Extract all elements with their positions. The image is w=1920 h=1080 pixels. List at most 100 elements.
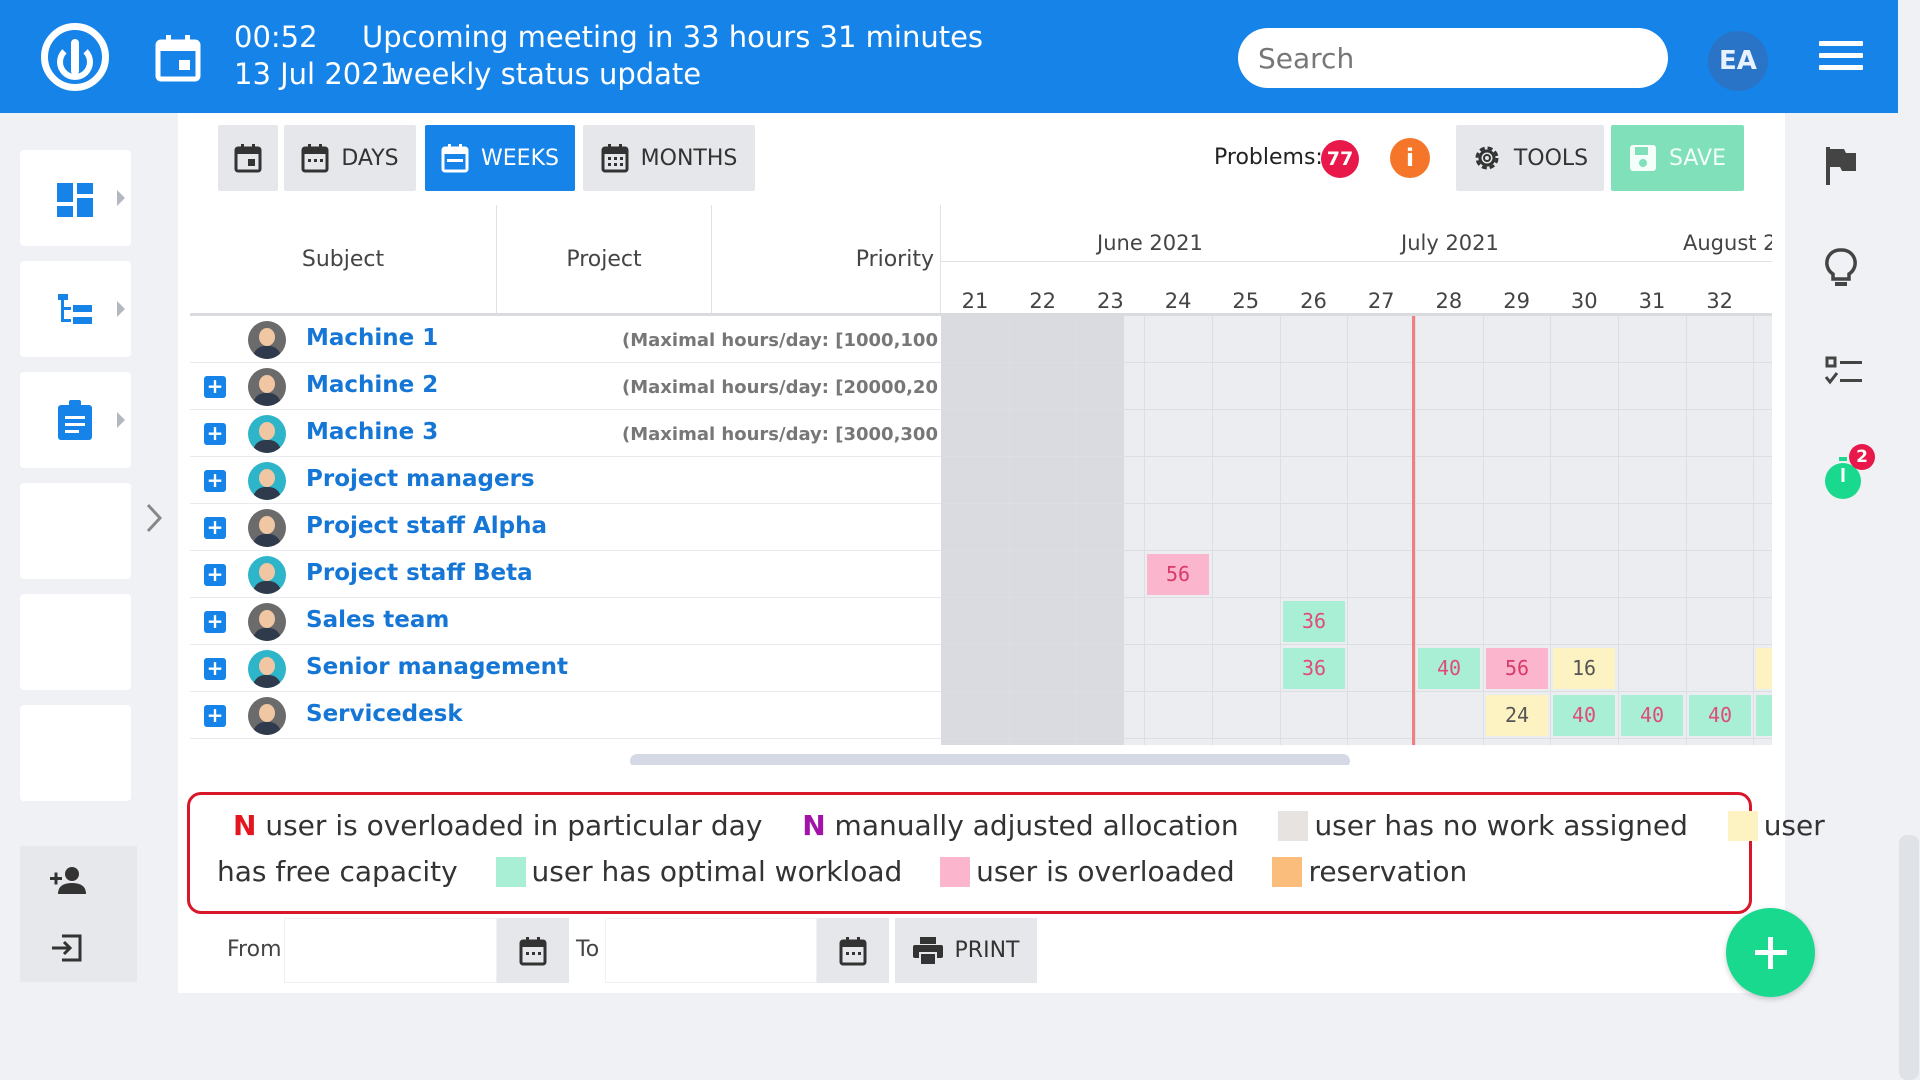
row-name[interactable]: Project managers bbox=[306, 466, 535, 492]
column-header-priority[interactable]: Priority bbox=[712, 205, 941, 313]
sidebar-item-empty-3[interactable] bbox=[20, 705, 131, 801]
week-label: 27 bbox=[1367, 289, 1395, 313]
expand-row-icon[interactable]: + bbox=[204, 564, 226, 586]
allocation-cell[interactable]: 56 bbox=[1486, 648, 1548, 689]
add-user-icon[interactable] bbox=[50, 866, 86, 894]
sidebar-item-tree[interactable] bbox=[20, 261, 131, 357]
row-name[interactable]: Machine 1 bbox=[306, 325, 439, 351]
allocation-cell[interactable]: 36 bbox=[1283, 648, 1345, 689]
allocation-cell[interactable]: 36 bbox=[1283, 601, 1345, 642]
app-logo-icon[interactable] bbox=[41, 23, 109, 91]
search-input[interactable] bbox=[1238, 28, 1668, 88]
horizontal-scrollbar[interactable] bbox=[630, 754, 1350, 765]
row-name[interactable]: Project staff Alpha bbox=[306, 513, 548, 539]
sidebar-item-empty-2[interactable] bbox=[20, 594, 131, 690]
hamburger-menu-icon[interactable] bbox=[1819, 41, 1863, 77]
weeks-view-button[interactable]: WEEKS bbox=[425, 125, 575, 191]
months-view-button[interactable]: MONTHS bbox=[583, 125, 755, 191]
row-note: (Maximal hours/day: [20000,20000,20000,2… bbox=[622, 377, 938, 398]
meeting-line-2[interactable]: 13 Jul 2021weekly status update bbox=[234, 57, 701, 91]
page-scrollbar-thumb[interactable] bbox=[1899, 835, 1919, 1080]
table-row[interactable]: + Project staff Alpha bbox=[190, 504, 941, 551]
expand-sidebar-chevron-icon[interactable] bbox=[144, 502, 164, 534]
row-gridline bbox=[941, 738, 1772, 739]
allocation-cell[interactable]: 16 bbox=[1553, 648, 1615, 689]
row-avatar bbox=[248, 321, 286, 359]
workload-grid: Subject Project Priority June 2021 July … bbox=[190, 205, 1772, 765]
stopwatch-icon[interactable] bbox=[1824, 456, 1864, 500]
to-date-input[interactable] bbox=[605, 918, 817, 983]
save-button[interactable]: SAVE bbox=[1611, 125, 1744, 191]
user-avatar[interactable]: EA bbox=[1708, 31, 1768, 91]
row-name[interactable]: Project staff Beta bbox=[306, 560, 533, 586]
expand-row-icon[interactable]: + bbox=[204, 470, 226, 492]
table-row[interactable]: + Sales team bbox=[190, 598, 941, 645]
flag-icon[interactable] bbox=[1824, 145, 1858, 185]
chevron-right-icon bbox=[117, 301, 125, 317]
expand-row-icon[interactable]: + bbox=[204, 658, 226, 680]
timer-notification-badge[interactable]: 2 bbox=[1849, 444, 1875, 470]
calendar-icon[interactable] bbox=[155, 34, 201, 82]
days-view-button[interactable]: DAYS bbox=[284, 125, 416, 191]
legend-line-1: N user is overloaded in particular day N… bbox=[233, 809, 1825, 842]
row-name[interactable]: Servicedesk bbox=[306, 701, 463, 727]
add-fab-button[interactable] bbox=[1726, 908, 1815, 997]
row-avatar bbox=[248, 556, 286, 594]
from-date-input[interactable] bbox=[284, 918, 497, 983]
allocation-cell[interactable]: 24 bbox=[1486, 695, 1548, 736]
week-gridline bbox=[1076, 316, 1077, 745]
row-name[interactable]: Sales team bbox=[306, 607, 450, 633]
row-name[interactable]: Senior management bbox=[306, 654, 568, 680]
calendar-month-icon bbox=[601, 144, 629, 173]
week-label: 28 bbox=[1435, 289, 1463, 313]
table-row[interactable]: + Project staff Beta bbox=[190, 551, 941, 598]
table-row[interactable]: + Machine 2 (Maximal hours/day: [20000,200… bbox=[190, 363, 941, 410]
gear-icon bbox=[1475, 146, 1499, 170]
months-label: MONTHS bbox=[640, 145, 738, 171]
row-name[interactable]: Machine 3 bbox=[306, 419, 439, 445]
print-button[interactable]: PRINT bbox=[895, 918, 1037, 983]
hierarchy-icon bbox=[58, 294, 92, 324]
table-row[interactable]: + Senior management bbox=[190, 645, 941, 692]
problems-label: Problems: bbox=[1214, 145, 1323, 170]
allocation-cell[interactable]: 4 bbox=[1756, 695, 1772, 736]
allocation-cell[interactable]: 40 bbox=[1553, 695, 1615, 736]
sidebar-item-dashboard[interactable] bbox=[20, 150, 131, 246]
lightbulb-icon[interactable] bbox=[1824, 247, 1858, 291]
row-name[interactable]: Machine 2 bbox=[306, 372, 439, 398]
table-row[interactable]: + Servicedesk bbox=[190, 692, 941, 739]
allocation-cell[interactable]: 2 bbox=[1756, 648, 1772, 689]
dashboard-icon bbox=[57, 183, 93, 217]
column-header-project[interactable]: Project bbox=[497, 205, 712, 313]
allocation-cell[interactable]: 40 bbox=[1621, 695, 1683, 736]
info-icon[interactable]: i bbox=[1390, 138, 1430, 178]
problems-count-badge[interactable]: 77 bbox=[1321, 140, 1359, 178]
page-scrollbar[interactable] bbox=[1898, 0, 1920, 1080]
tools-button[interactable]: TOOLS bbox=[1456, 125, 1604, 191]
legend: N user is overloaded in particular day N… bbox=[187, 792, 1825, 914]
sidebar-item-empty-1[interactable] bbox=[20, 483, 131, 579]
table-row[interactable]: + Machine 3 (Maximal hours/day: [3000,3000… bbox=[190, 410, 941, 457]
to-date-picker-button[interactable] bbox=[817, 918, 889, 983]
allocation-cell[interactable]: 40 bbox=[1689, 695, 1751, 736]
expand-row-icon[interactable]: + bbox=[204, 705, 226, 727]
expand-row-icon[interactable]: + bbox=[204, 517, 226, 539]
allocation-cell[interactable]: 56 bbox=[1147, 554, 1209, 595]
table-row[interactable]: + Project managers bbox=[190, 457, 941, 504]
expand-row-icon[interactable]: + bbox=[204, 376, 226, 398]
sidebar-item-tasks[interactable] bbox=[20, 372, 131, 468]
week-label: 21 bbox=[961, 289, 989, 313]
column-header-subject[interactable]: Subject bbox=[190, 205, 497, 313]
from-date-picker-button[interactable] bbox=[497, 918, 569, 983]
table-row[interactable]: Machine 1 (Maximal hours/day: [1000,1000,… bbox=[190, 316, 941, 363]
row-gridline bbox=[941, 456, 1772, 457]
login-icon[interactable] bbox=[52, 934, 82, 962]
expand-row-icon[interactable]: + bbox=[204, 611, 226, 633]
checklist-icon[interactable] bbox=[1824, 355, 1864, 389]
meeting-line-1[interactable]: 00:52 Upcoming meeting in 33 hours 31 min… bbox=[234, 20, 983, 54]
chevron-right-icon bbox=[117, 412, 125, 428]
allocation-cell[interactable]: 40 bbox=[1418, 648, 1480, 689]
today-calendar-button[interactable] bbox=[218, 125, 278, 191]
expand-row-icon[interactable]: + bbox=[204, 423, 226, 445]
row-note: (Maximal hours/day: [1000,1000,1000,1000… bbox=[622, 330, 938, 351]
